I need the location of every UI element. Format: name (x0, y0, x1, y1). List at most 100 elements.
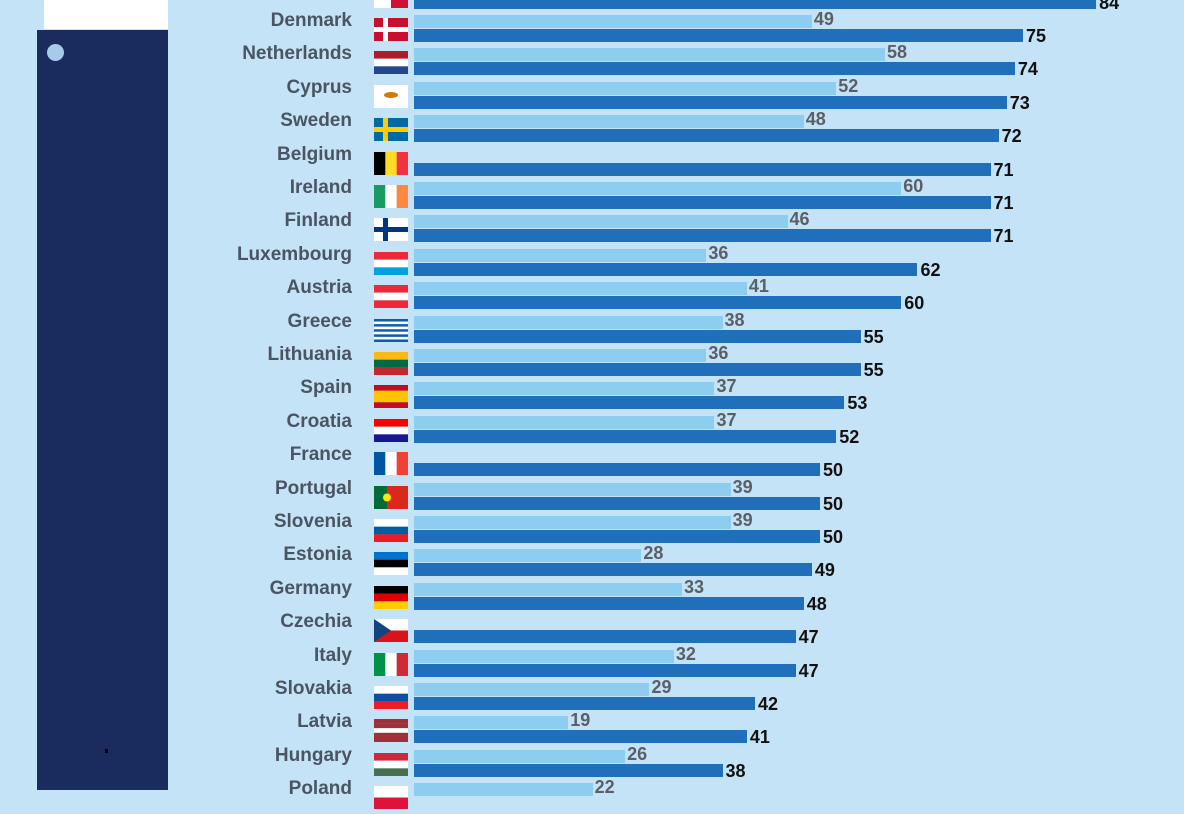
category-label: Poland (288, 778, 352, 800)
value-label-dark: 84 (1099, 0, 1120, 13)
czechia-flag-icon (374, 619, 408, 643)
value-label-dark: 71 (993, 226, 1014, 247)
bar-light (414, 315, 723, 329)
value-label-light: 26 (627, 743, 648, 764)
white-panel-block (44, 0, 168, 29)
value-label-dark: 50 (823, 460, 844, 481)
value-label-dark: 48 (806, 593, 827, 614)
bar-dark (414, 196, 991, 209)
france-flag-icon (374, 452, 409, 476)
value-label-dark: 72 (1001, 126, 1022, 147)
value-label-light: 32 (675, 643, 696, 664)
value-label-dark: 73 (1009, 92, 1030, 113)
value-label-dark: 38 (725, 760, 746, 781)
value-label-light: 58 (886, 42, 907, 63)
bar-light (414, 48, 885, 62)
value-label-dark: 50 (823, 527, 844, 547)
spain-flag-icon (374, 385, 408, 409)
bar-light (414, 549, 642, 563)
value-label-dark: 52 (839, 426, 860, 447)
side-panel (37, 30, 168, 790)
cursor-mark (105, 749, 108, 753)
bar-light (414, 215, 788, 229)
malta-flag-icon (374, 0, 409, 8)
denmark-flag-icon (374, 18, 408, 41)
germany-flag-icon (374, 585, 408, 609)
bar-dark (414, 697, 756, 710)
category-label: Denmark (270, 10, 352, 31)
bar-light (414, 749, 626, 763)
value-label-light: 41 (748, 276, 769, 297)
austria-flag-icon (374, 285, 408, 309)
category-label: Czechia (280, 611, 352, 633)
italy-flag-icon (374, 652, 409, 676)
value-label-light: 49 (813, 9, 834, 29)
value-label-dark: 50 (823, 493, 844, 514)
ireland-flag-icon (374, 185, 409, 208)
bar-light (414, 415, 715, 429)
category-label: Slovakia (274, 678, 352, 699)
value-label-dark: 49 (814, 560, 835, 581)
finland-flag-icon (374, 218, 408, 242)
value-label-dark: 47 (798, 627, 819, 648)
value-label-light: 36 (708, 242, 729, 263)
value-label-dark: 71 (993, 159, 1014, 180)
bar-light (414, 248, 707, 262)
bar-dark (414, 663, 796, 677)
portugal-flag-icon (374, 485, 408, 509)
value-label-light: 52 (838, 75, 859, 96)
bar-light (414, 716, 569, 730)
value-label-light: 48 (805, 109, 826, 130)
legend-dot-icon (47, 44, 64, 61)
value-label-light: 37 (716, 409, 737, 430)
category-label: Hungary (274, 744, 352, 766)
bar-light (414, 516, 731, 529)
bar-dark (414, 396, 845, 410)
bar-dark (414, 162, 991, 176)
greece-flag-icon (374, 318, 408, 342)
latvia-flag-icon (374, 719, 408, 743)
value-label-light: 38 (724, 309, 745, 330)
value-label-dark: 62 (920, 259, 941, 280)
category-label: Croatia (286, 410, 352, 432)
value-label-dark: 42 (758, 694, 779, 714)
value-label-light: 39 (732, 476, 753, 497)
value-label-light: 46 (789, 209, 810, 230)
value-label-light: 36 (708, 343, 729, 363)
category-label: Estonia (283, 544, 352, 566)
value-label-light: 29 (651, 677, 672, 697)
bar-dark (414, 229, 991, 243)
category-label: Germany (269, 577, 352, 599)
bar-dark (414, 363, 861, 376)
value-label-light: 37 (716, 376, 737, 397)
category-label: Lithuania (267, 344, 352, 365)
slovenia-flag-icon (374, 519, 408, 543)
sweden-flag-icon (374, 118, 408, 142)
value-label-dark: 55 (863, 360, 884, 380)
value-label-dark: 47 (798, 660, 819, 681)
bar-dark (414, 763, 723, 777)
slovakia-flag-icon (374, 686, 408, 710)
lithuania-flag-icon (374, 352, 408, 376)
category-label: Slovenia (273, 511, 352, 532)
category-label: Luxembourg (236, 243, 352, 265)
value-label-dark: 75 (1026, 26, 1047, 46)
bar-dark (414, 329, 861, 343)
value-label-dark: 60 (904, 293, 925, 314)
bar-dark (414, 563, 812, 577)
category-label: Portugal (274, 477, 352, 499)
category-label: Greece (287, 310, 352, 332)
bar-dark (414, 530, 820, 543)
bar-dark (414, 262, 918, 276)
belgium-flag-icon (374, 151, 409, 175)
croatia-flag-icon (374, 418, 408, 442)
bar-dark (414, 95, 1007, 109)
hungary-flag-icon (374, 752, 408, 776)
category-label: Belgium (277, 143, 352, 165)
bar-light (414, 349, 707, 362)
bar-light (414, 115, 804, 129)
value-label-light: 28 (643, 543, 664, 564)
category-label: Ireland (289, 177, 352, 198)
value-label-dark: 71 (993, 193, 1014, 213)
estonia-flag-icon (374, 552, 408, 576)
